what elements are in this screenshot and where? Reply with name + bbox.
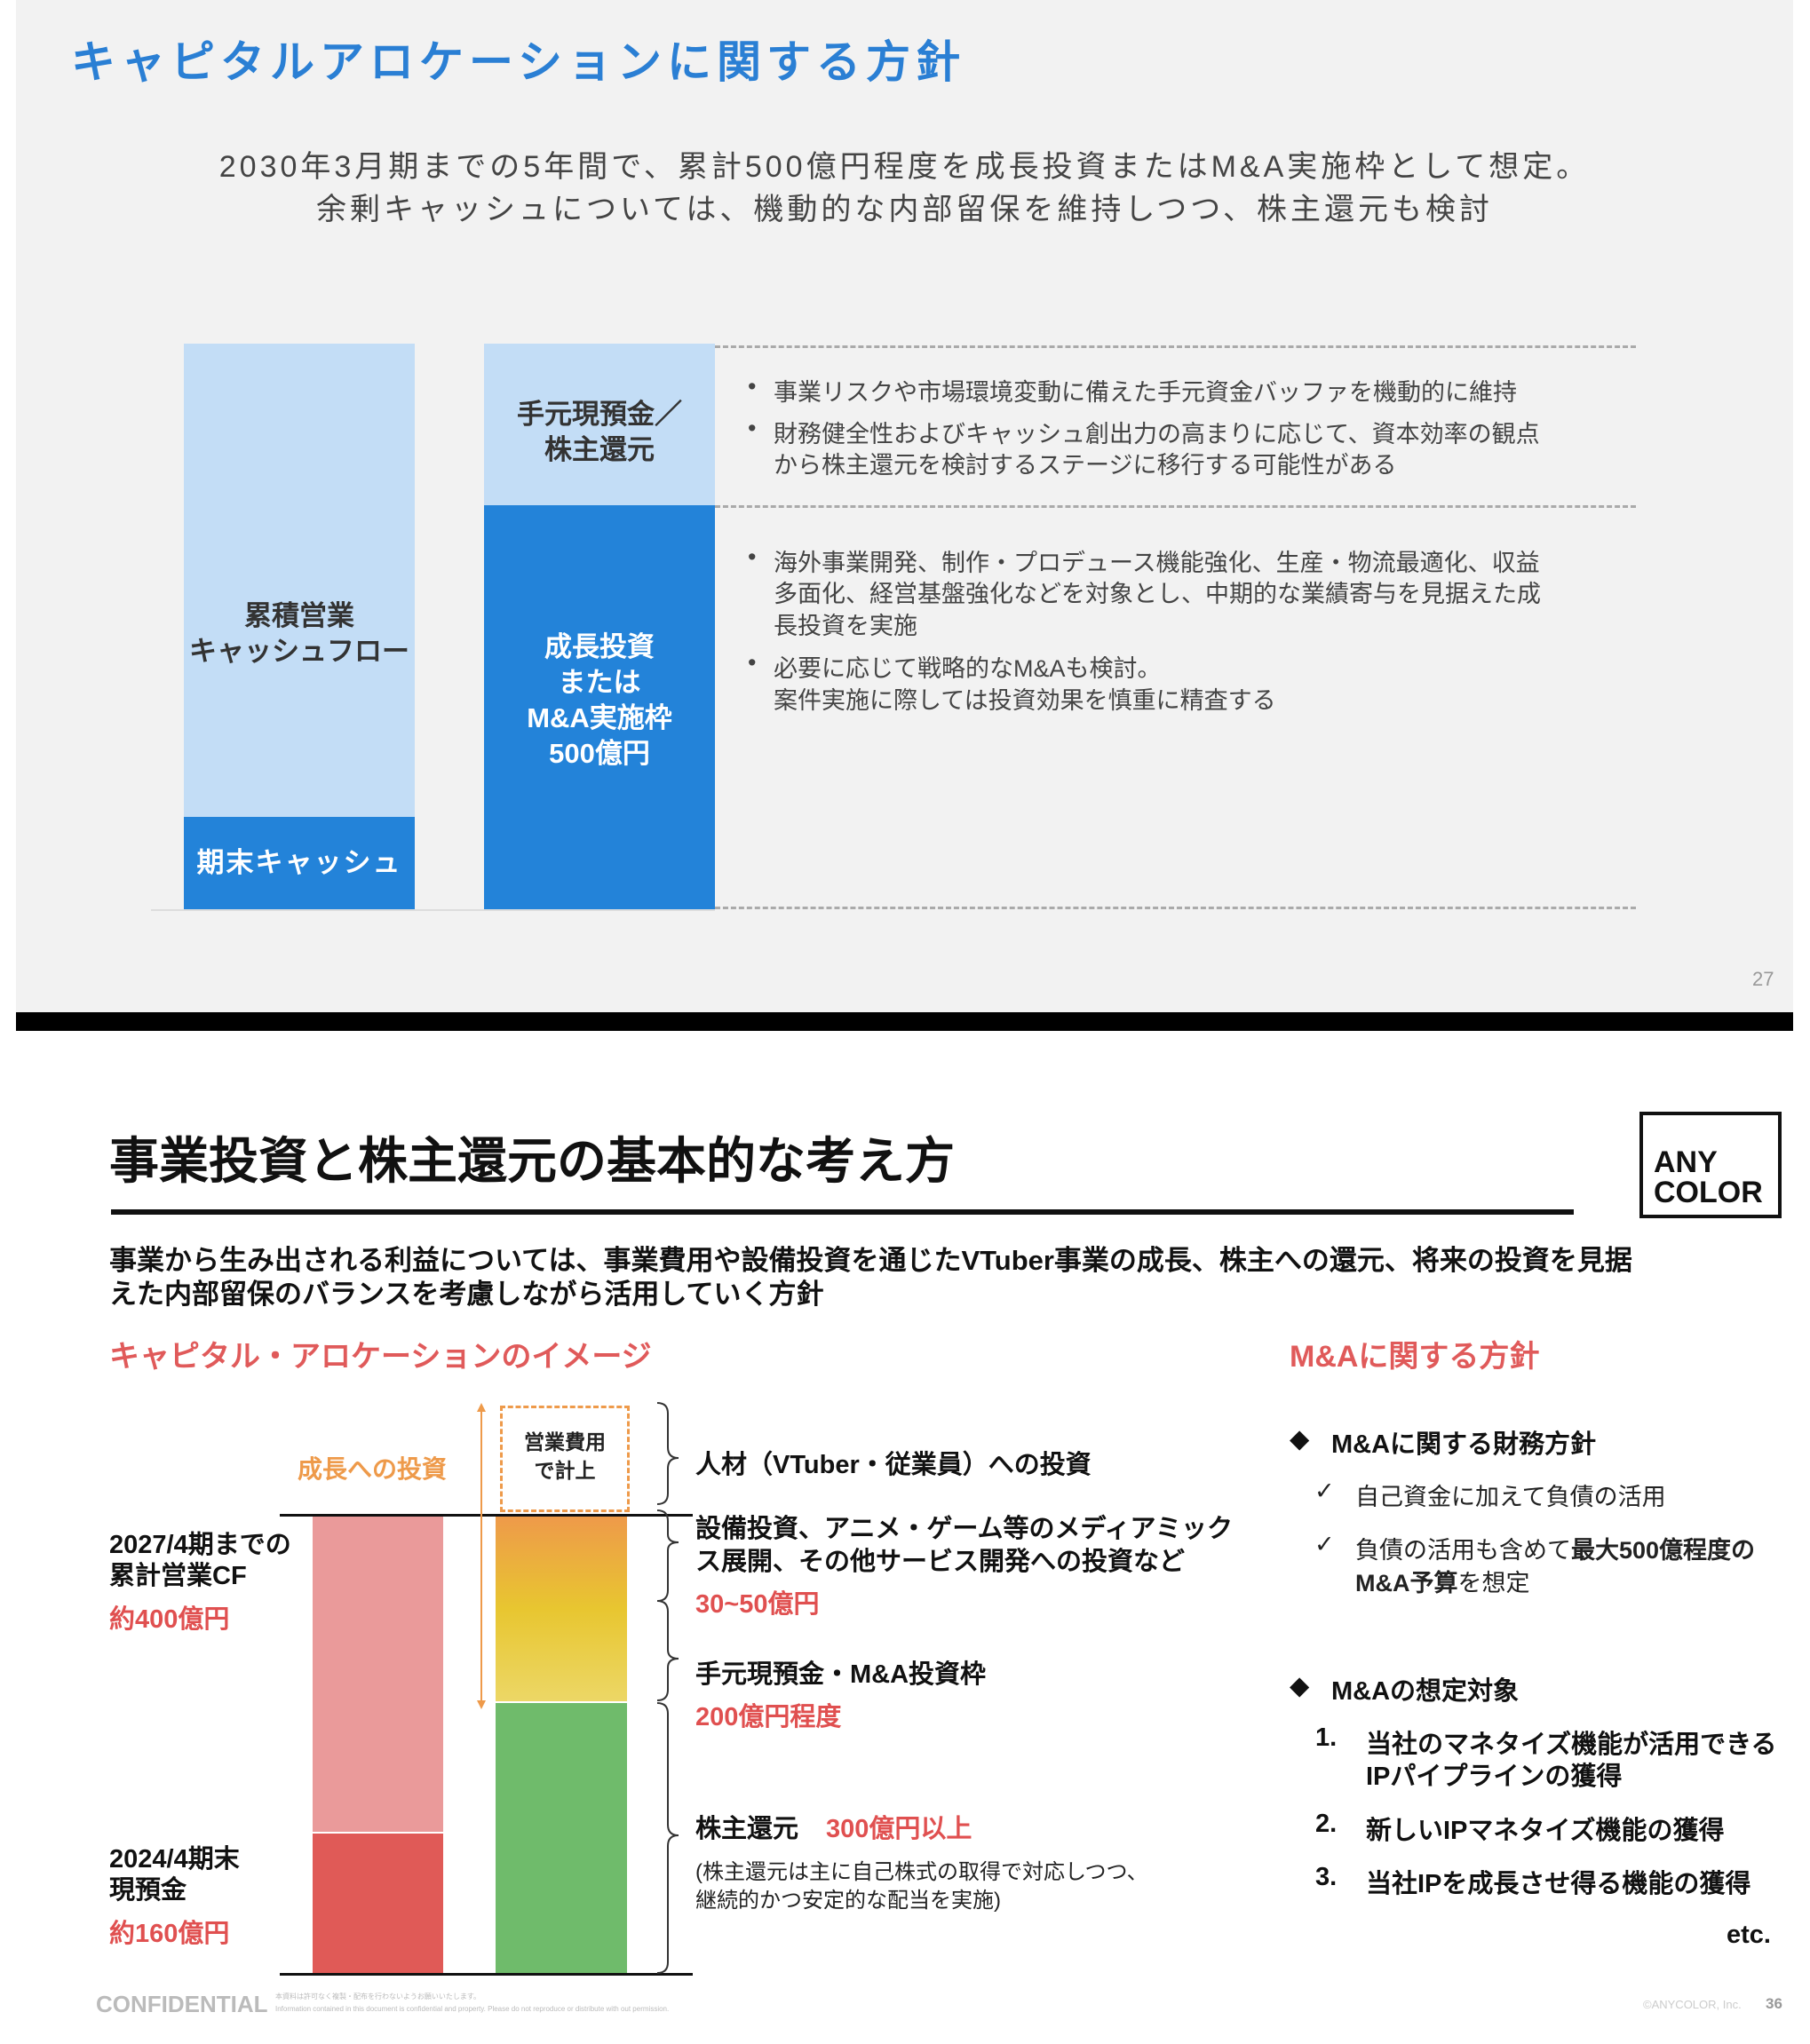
capex-text: ス展開、その他サービス開発への投資など xyxy=(695,1548,1186,1576)
return-value: 300億円以上 xyxy=(826,1815,972,1843)
cash-label: 現預金 xyxy=(109,1876,187,1905)
check-icon: ✓ xyxy=(1314,1478,1335,1504)
intro-line-2: えた内部留保のバランスを考慮しながら活用していく方針 xyxy=(109,1279,824,1310)
ma-policy-heading: M&Aに関する方針 xyxy=(1290,1340,1540,1374)
finance-policy-heading: M&Aに関する財務方針 xyxy=(1331,1430,1597,1459)
cf-value: 約400億円 xyxy=(109,1605,230,1634)
bullet-text: 案件実施に際しては投資効果を慎重に精査する xyxy=(774,687,1276,714)
operating-cf-bar xyxy=(313,1517,443,1832)
target-number: 3. xyxy=(1315,1863,1338,1891)
baseline xyxy=(151,909,715,911)
bullet-text: 海外事業開発、制作・プロデュース機能強化、生産・物流最適化、収益 xyxy=(774,550,1540,576)
slide-27: キャピタルアロケーションに関する方針 2030年3月期までの5年間で、累計500… xyxy=(16,0,1793,1012)
baseline xyxy=(280,1973,693,1976)
cash-ma-text: 手元現預金・M&A投資枠 xyxy=(695,1660,987,1689)
bullet-text: 財務健全性およびキャッシュ創出力の高まりに応じて、資本効率の観点 xyxy=(774,421,1540,448)
divider xyxy=(715,345,1636,348)
cash-ma-value: 200億円程度 xyxy=(695,1703,842,1731)
capex-value: 30~50億円 xyxy=(695,1590,820,1619)
bullet-text: 必要に応じて戦略的なM&Aも検討。 xyxy=(774,655,1162,682)
bullet-text: 多面化、経営基盤強化などを対象とし、中期的な業績寄与を見据えた成 xyxy=(774,581,1541,607)
growth-ma-label: 成長投資 または M&A実施枠 500億円 xyxy=(527,631,672,769)
anycolor-logo: ANY COLOR xyxy=(1639,1112,1782,1218)
bullet-text: 事業リスクや市場環境変動に備えた手元資金バッファを機動的に維持 xyxy=(774,379,1517,406)
cash-return-label: 手元現預金／ 株主還元 xyxy=(517,399,682,465)
opex-box: 営業費用 で計上 xyxy=(500,1406,630,1512)
finance-item: 負債の活用も含めて最大500億程度の xyxy=(1355,1537,1756,1564)
target-item: 当社のマネタイズ機能が活用できる xyxy=(1366,1731,1777,1759)
page-number: 27 xyxy=(1752,968,1774,990)
cf-label: 2027/4期までの xyxy=(109,1531,291,1559)
bullet-icon: • xyxy=(748,543,757,570)
target-number: 1. xyxy=(1315,1723,1338,1752)
diamond-icon: ◆ xyxy=(1290,1672,1310,1700)
divider xyxy=(715,505,1636,508)
subtitle-line-1: 2030年3月期までの5年間で、累計500億円程度を成長投資またはM&A実施枠と… xyxy=(218,150,1591,184)
cash-return-bar: 手元現預金／ 株主還元 xyxy=(484,344,715,505)
target-heading: M&Aの想定対象 xyxy=(1331,1677,1520,1706)
target-item: IPパイプラインの獲得 xyxy=(1366,1763,1623,1791)
capital-allocation-heading: キャピタル・アロケーションのイメージ xyxy=(109,1340,652,1374)
intro-line-1: 事業から生み出される利益については、事業費用や設備投資を通じたVTuber事業の… xyxy=(109,1245,1632,1276)
target-item: 当社IPを成長させ得る機能の獲得 xyxy=(1366,1870,1751,1898)
slide-title: キャピタルアロケーションに関する方針 xyxy=(71,37,965,87)
subtitle-line-2: 余剰キャッシュについては、機動的な内部留保を維持しつつ、株主還元も検討 xyxy=(316,193,1493,226)
bullet-icon: • xyxy=(748,373,757,400)
title-underline xyxy=(111,1209,1574,1215)
notice-ja: 本資料は許可なく複製・配布を行わないようお願いいたします。 xyxy=(275,1993,481,2000)
ending-cash-label: 期末キャッシュ xyxy=(196,847,402,878)
finance-item: 自己資金に加えて負債の活用 xyxy=(1355,1484,1666,1510)
growth-arrow-icon xyxy=(477,1403,486,1709)
top-line xyxy=(280,1514,693,1517)
return-note: 継続的かつ安定的な配当を実施) xyxy=(695,1889,1001,1913)
bullet-text: 長投資を実施 xyxy=(774,613,917,639)
target-number: 2. xyxy=(1315,1810,1338,1838)
shareholder-return-bar xyxy=(496,1703,627,1973)
bullet-icon: • xyxy=(748,649,757,676)
return-note: (株主還元は主に自己株式の取得で対応しつつ、 xyxy=(695,1860,1148,1884)
divider xyxy=(715,907,1636,909)
cash-label: 2024/4期末 xyxy=(109,1845,240,1874)
brace-icons xyxy=(656,1402,679,1974)
etc-label: etc. xyxy=(1727,1921,1771,1949)
capex-bar xyxy=(496,1517,627,1701)
copyright: ©ANYCOLOR, Inc. xyxy=(1643,1998,1742,2011)
diamond-icon: ◆ xyxy=(1290,1425,1310,1454)
confidential-label: CONFIDENTIAL xyxy=(96,1991,268,2017)
slide-title: 事業投資と株主還元の基本的な考え方 xyxy=(109,1133,955,1189)
finance-item: M&A予算を想定 xyxy=(1355,1570,1530,1596)
bullet-text: から株主還元を検討するステージに移行する可能性がある xyxy=(774,452,1397,479)
capex-text: 設備投資、アニメ・ゲーム等のメディアミック xyxy=(695,1515,1233,1543)
growth-ma-bar: 成長投資 または M&A実施枠 500億円 xyxy=(484,505,715,909)
cash-value: 約160億円 xyxy=(109,1920,230,1948)
cumulative-cf-label: 累積営業 キャッシュフロー xyxy=(189,600,409,667)
return-text: 株主還元 xyxy=(695,1815,799,1843)
notice-en: Information contained in this document i… xyxy=(275,2005,670,2013)
people-investment: 人材（VTuber・従業員）への投資 xyxy=(695,1451,1092,1479)
check-icon: ✓ xyxy=(1314,1531,1335,1557)
cumulative-cf-bar: 累積営業 キャッシュフロー xyxy=(184,344,415,817)
cf-label: 累計営業CF xyxy=(109,1562,247,1590)
cash-bar xyxy=(313,1834,443,1973)
slide-separator xyxy=(16,1012,1793,1031)
ending-cash-bar: 期末キャッシュ xyxy=(184,817,415,909)
bullet-icon: • xyxy=(748,415,757,441)
page-number: 36 xyxy=(1766,1995,1782,2012)
target-item: 新しいIPマネタイズ機能の獲得 xyxy=(1366,1817,1725,1845)
growth-investment-label: 成長への投資 xyxy=(298,1455,448,1483)
